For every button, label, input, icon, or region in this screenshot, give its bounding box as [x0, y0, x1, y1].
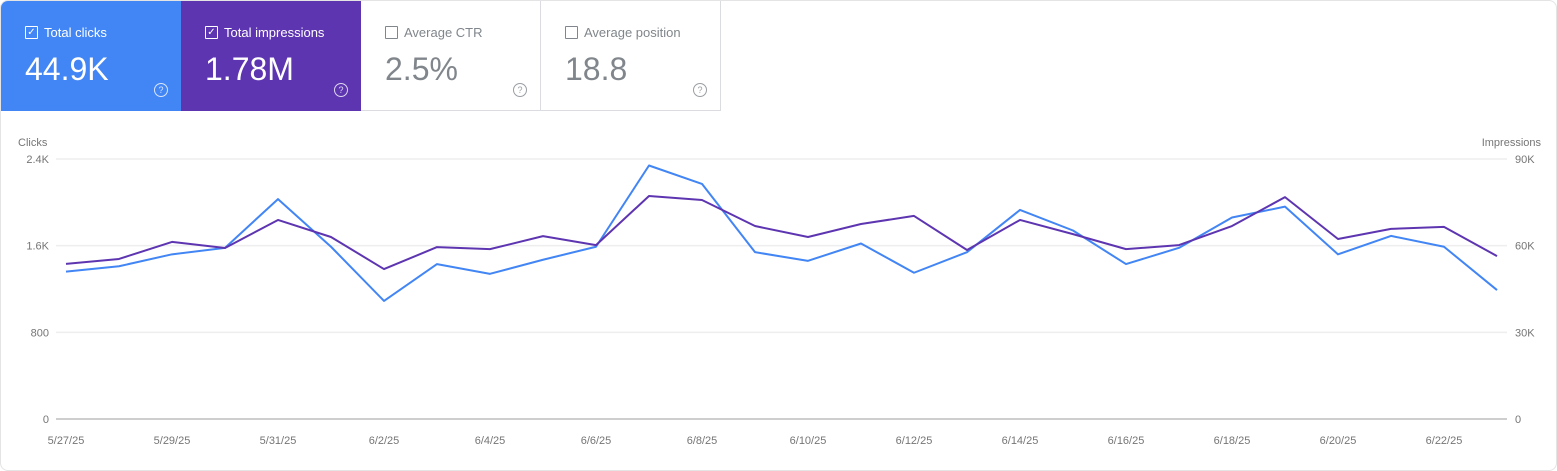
metric-label: Total impressions	[224, 25, 325, 40]
right-tick-label: 60K	[1515, 241, 1535, 253]
help-icon[interactable]: ?	[513, 83, 527, 97]
left-tick-label: 2.4K	[26, 154, 49, 166]
metric-card-total-impressions[interactable]: ✓ Total impressions 1.78M ?	[181, 1, 361, 111]
metric-value: 44.9K	[25, 51, 109, 87]
x-tick-label: 6/4/25	[475, 435, 506, 447]
x-tick-label: 5/29/25	[154, 435, 191, 447]
right-tick-label: 90K	[1515, 154, 1535, 166]
x-tick-label: 6/22/25	[1426, 435, 1463, 447]
right-axis-label: Impressions	[1482, 137, 1542, 149]
x-tick-label: 5/31/25	[260, 435, 297, 447]
x-tick-label: 6/20/25	[1320, 435, 1357, 447]
metric-value: 18.8	[565, 51, 628, 87]
x-tick-label: 6/8/25	[687, 435, 718, 447]
x-tick-label: 6/2/25	[369, 435, 400, 447]
metric-card-average-position[interactable]: Average position 18.8 ?	[541, 1, 721, 111]
metric-value: 1.78M	[205, 51, 294, 87]
x-tick-label: 6/14/25	[1002, 435, 1039, 447]
metric-card-total-clicks[interactable]: ✓ Total clicks 44.9K ?	[1, 1, 181, 111]
metric-label: Total clicks	[44, 25, 107, 40]
left-axis-label: Clicks	[18, 137, 48, 149]
help-icon[interactable]: ?	[693, 83, 707, 97]
x-tick-label: 6/18/25	[1214, 435, 1251, 447]
x-tick-label: 6/12/25	[896, 435, 933, 447]
left-tick-label: 800	[31, 327, 49, 339]
checkbox-checked-icon[interactable]: ✓	[205, 26, 218, 39]
x-tick-label: 6/6/25	[581, 435, 612, 447]
checkbox-unchecked-icon[interactable]	[385, 26, 398, 39]
left-tick-label: 1.6K	[26, 241, 49, 253]
help-icon[interactable]: ?	[334, 83, 348, 97]
x-tick-label: 5/27/25	[48, 435, 85, 447]
series-line-impressions	[65, 194, 1498, 271]
checkbox-checked-icon[interactable]: ✓	[25, 26, 38, 39]
metric-cards: ✓ Total clicks 44.9K ? ✓ Total impressions…	[1, 1, 1556, 111]
left-tick-label: 0	[43, 414, 49, 426]
x-tick-label: 6/16/25	[1108, 435, 1145, 447]
x-tick-label: 6/10/25	[790, 435, 827, 447]
checkbox-unchecked-icon[interactable]	[565, 26, 578, 39]
series-line-clicks	[65, 164, 1498, 302]
right-tick-label: 30K	[1515, 327, 1535, 339]
metric-card-average-ctr[interactable]: Average CTR 2.5% ?	[361, 1, 541, 111]
right-tick-label: 0	[1515, 414, 1521, 426]
metric-value: 2.5%	[385, 51, 458, 87]
performance-chart: Clicks Impressions 0 0 800 30K 1.6K 60K 2.4K 90K 5…	[18, 137, 1542, 447]
metric-label: Average position	[584, 25, 681, 40]
help-icon[interactable]: ?	[154, 83, 168, 97]
metric-label: Average CTR	[404, 25, 483, 40]
